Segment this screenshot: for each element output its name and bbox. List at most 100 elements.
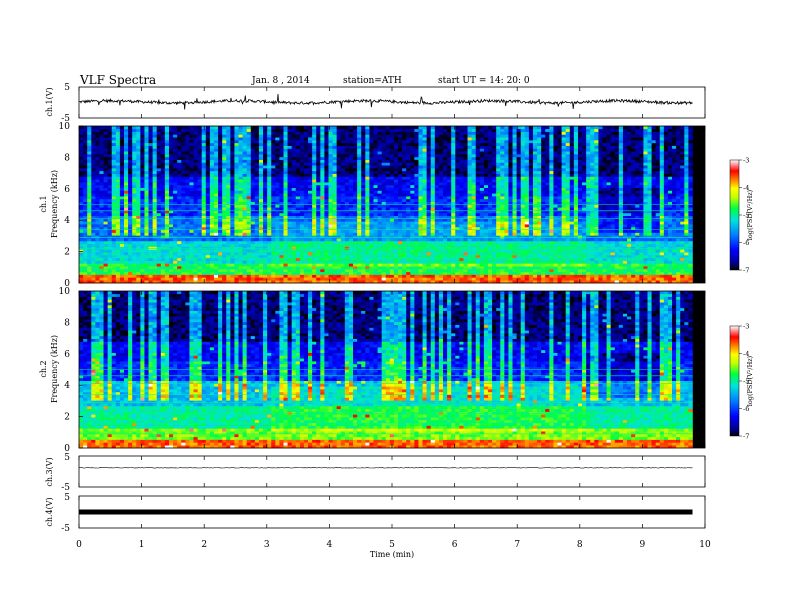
spectrogram-cell (213, 215, 219, 219)
spectrogram-cell (516, 240, 522, 245)
spectrogram-cell (430, 280, 436, 284)
spectrogram-cell (303, 226, 309, 231)
spectrogram-cell (573, 210, 579, 214)
spectrogram-cell (332, 246, 337, 250)
spectrogram-cell (430, 243, 436, 247)
spectrogram-cell (557, 207, 562, 211)
spectrogram-cell (369, 196, 374, 200)
spectrogram-cell (565, 204, 571, 208)
spectrogram-cell (291, 240, 297, 245)
spectrogram-cell (631, 257, 636, 261)
spectrogram-cell (475, 193, 481, 197)
spectrogram-cell (164, 243, 170, 247)
spectrogram-cell (455, 210, 460, 214)
spectrogram-cell (111, 277, 117, 281)
spectrogram-cell (107, 235, 113, 239)
spectrogram-cell (398, 224, 403, 228)
spectrogram-cell (520, 238, 526, 242)
spectrogram-cell (402, 218, 407, 222)
spectrogram-cell (455, 252, 460, 256)
spectrogram-cell (496, 254, 501, 259)
spectrogram-cell (471, 243, 477, 247)
spectrogram-cell (451, 257, 456, 261)
spectrogram-cell (201, 249, 207, 253)
spectrogram-cell (537, 254, 542, 259)
spectrogram-cell (340, 271, 346, 275)
spectrogram-cell (299, 266, 305, 270)
spectrogram-cell (193, 229, 198, 233)
spectrogram-cell (181, 229, 186, 233)
spectrogram-cell (213, 232, 219, 236)
spectrogram-cell (496, 190, 501, 194)
spectrogram-cell (418, 212, 423, 217)
spectrogram-cell (168, 274, 174, 278)
spectrogram-cell (275, 224, 280, 228)
spectrogram-cell (549, 226, 554, 231)
spectrogram-cell (430, 204, 436, 208)
spectrogram-cell (582, 229, 587, 233)
spectrogram-cell (222, 221, 227, 225)
spectrogram-cell (422, 263, 427, 267)
spectrogram-cell (344, 246, 350, 250)
spectrogram-cell (520, 263, 526, 267)
spectrogram-cell (328, 254, 333, 259)
spectrogram-cell (107, 212, 113, 217)
spectrogram-cell (328, 218, 333, 222)
spectrogram-cell (222, 198, 227, 202)
spectrogram-cell (128, 274, 133, 278)
spectrogram-cell (598, 240, 603, 245)
spectrogram-cell (537, 229, 542, 233)
spectrogram-cell (532, 210, 538, 214)
spectrogram-cell (316, 196, 321, 200)
spectrogram-cell (549, 238, 554, 242)
spectrogram-cell (635, 249, 640, 253)
spectrogram-cell (107, 263, 113, 267)
spectrogram-cell (373, 198, 378, 202)
spectrogram-cell (487, 229, 493, 233)
spectrogram-cell (160, 280, 166, 284)
spectrogram-cell (181, 249, 186, 253)
spectrogram-cell (573, 193, 579, 197)
spectrogram-cell (279, 207, 284, 211)
spectrogram-cell (492, 221, 497, 225)
spectrogram-cell (532, 277, 538, 281)
spectrogram-cell (316, 257, 321, 261)
spectrogram-cell (361, 190, 366, 194)
spectrogram-cell (111, 204, 117, 208)
spectrogram-cell (684, 268, 689, 273)
spectrogram-cell (508, 215, 513, 219)
spectrogram-cell (123, 260, 129, 264)
spectrogram-cell (123, 210, 129, 214)
spectrogram-cell (569, 229, 575, 233)
spectrogram-cell (418, 249, 423, 253)
spectrogram-cell (168, 221, 174, 225)
spectrogram-cell (479, 277, 485, 281)
spectrogram-cell (316, 280, 321, 284)
spectrogram-cell (173, 254, 178, 259)
spectrogram-cell (258, 224, 264, 228)
spectrogram-cell (467, 210, 472, 214)
spectrogram-cell (541, 254, 546, 259)
spectrogram-cell (312, 229, 317, 233)
spectrogram-cell (83, 266, 88, 270)
spectrogram-cell (189, 218, 194, 222)
spectrogram-cell (500, 268, 505, 273)
spectrogram-cell (676, 268, 681, 273)
spectrogram-cell (95, 252, 100, 256)
spectrogram-cell (340, 246, 346, 250)
spectrogram-cell (242, 238, 247, 242)
spectrogram-cell (250, 193, 256, 197)
spectrogram-cell (479, 257, 485, 261)
spectrogram-cell (263, 198, 268, 202)
spectrogram-cell (197, 221, 202, 225)
spectrogram-cell (631, 224, 636, 228)
spectrogram-cell (443, 221, 448, 225)
spectrogram-cell (295, 246, 301, 250)
spectrogram-cell (152, 212, 158, 217)
spectrogram-cell (647, 238, 652, 242)
spectrogram-cell (83, 271, 88, 275)
spectrogram-cell (475, 271, 481, 275)
spectrogram-cell (508, 266, 513, 270)
spectrogram-cell (418, 235, 423, 239)
spectrogram-cell (218, 207, 223, 211)
